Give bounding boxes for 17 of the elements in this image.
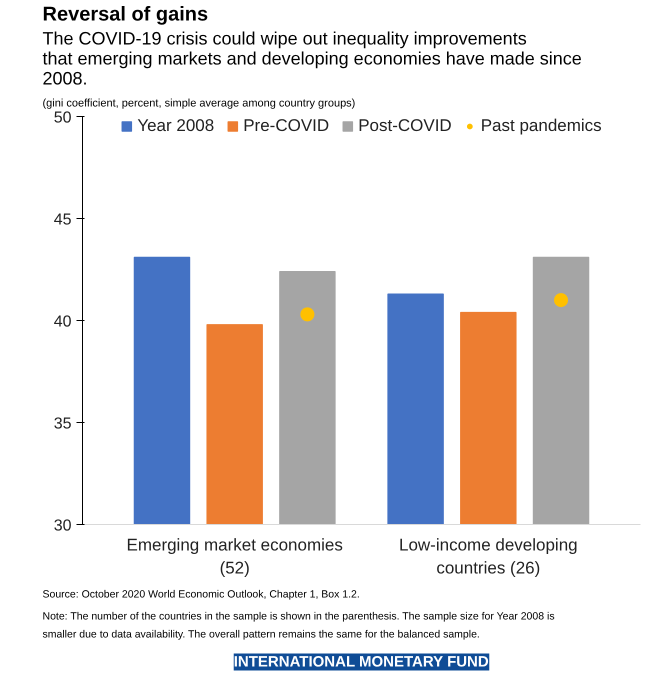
chart-subtitle: The COVID-19 crisis could wipe out inequality improvements that emerging markets and developing economies have made since 2008.: [42, 28, 582, 88]
text: INTERNATIONAL MONETARY FUND: [234, 654, 489, 670]
chart-title: Reversal of gains: [42, 4, 208, 26]
legend-label: Pre-COVID: [243, 116, 330, 136]
text: (gini coefficient, percent, simple average among country groups): [42, 98, 356, 110]
legend-label: Past pandemics: [480, 116, 602, 136]
x-tick-label: Low-income developing countries (26): [399, 536, 578, 578]
y-tick-label: 40: [54, 314, 72, 330]
y-tick-label: 30: [54, 518, 72, 534]
legend-label: Year 2008: [137, 116, 214, 136]
y-tick-label: 35: [54, 416, 72, 432]
y-tick-label: 45: [54, 212, 72, 228]
x-tick-label: Emerging market economies (52): [126, 536, 343, 578]
source-note: Source: October 2020 World Economic Outlook, Chapter 1, Box 1.2.: [42, 588, 360, 600]
y-tick-label: 50: [54, 110, 72, 126]
text: Note: The number of the countries in the sample is shown in the parenthesis. The sample size for Year 2008 is smaller due to data availability. The overall pattern remains the same for the balanced sample.: [42, 610, 555, 640]
legend-label: Post-COVID: [358, 116, 452, 136]
